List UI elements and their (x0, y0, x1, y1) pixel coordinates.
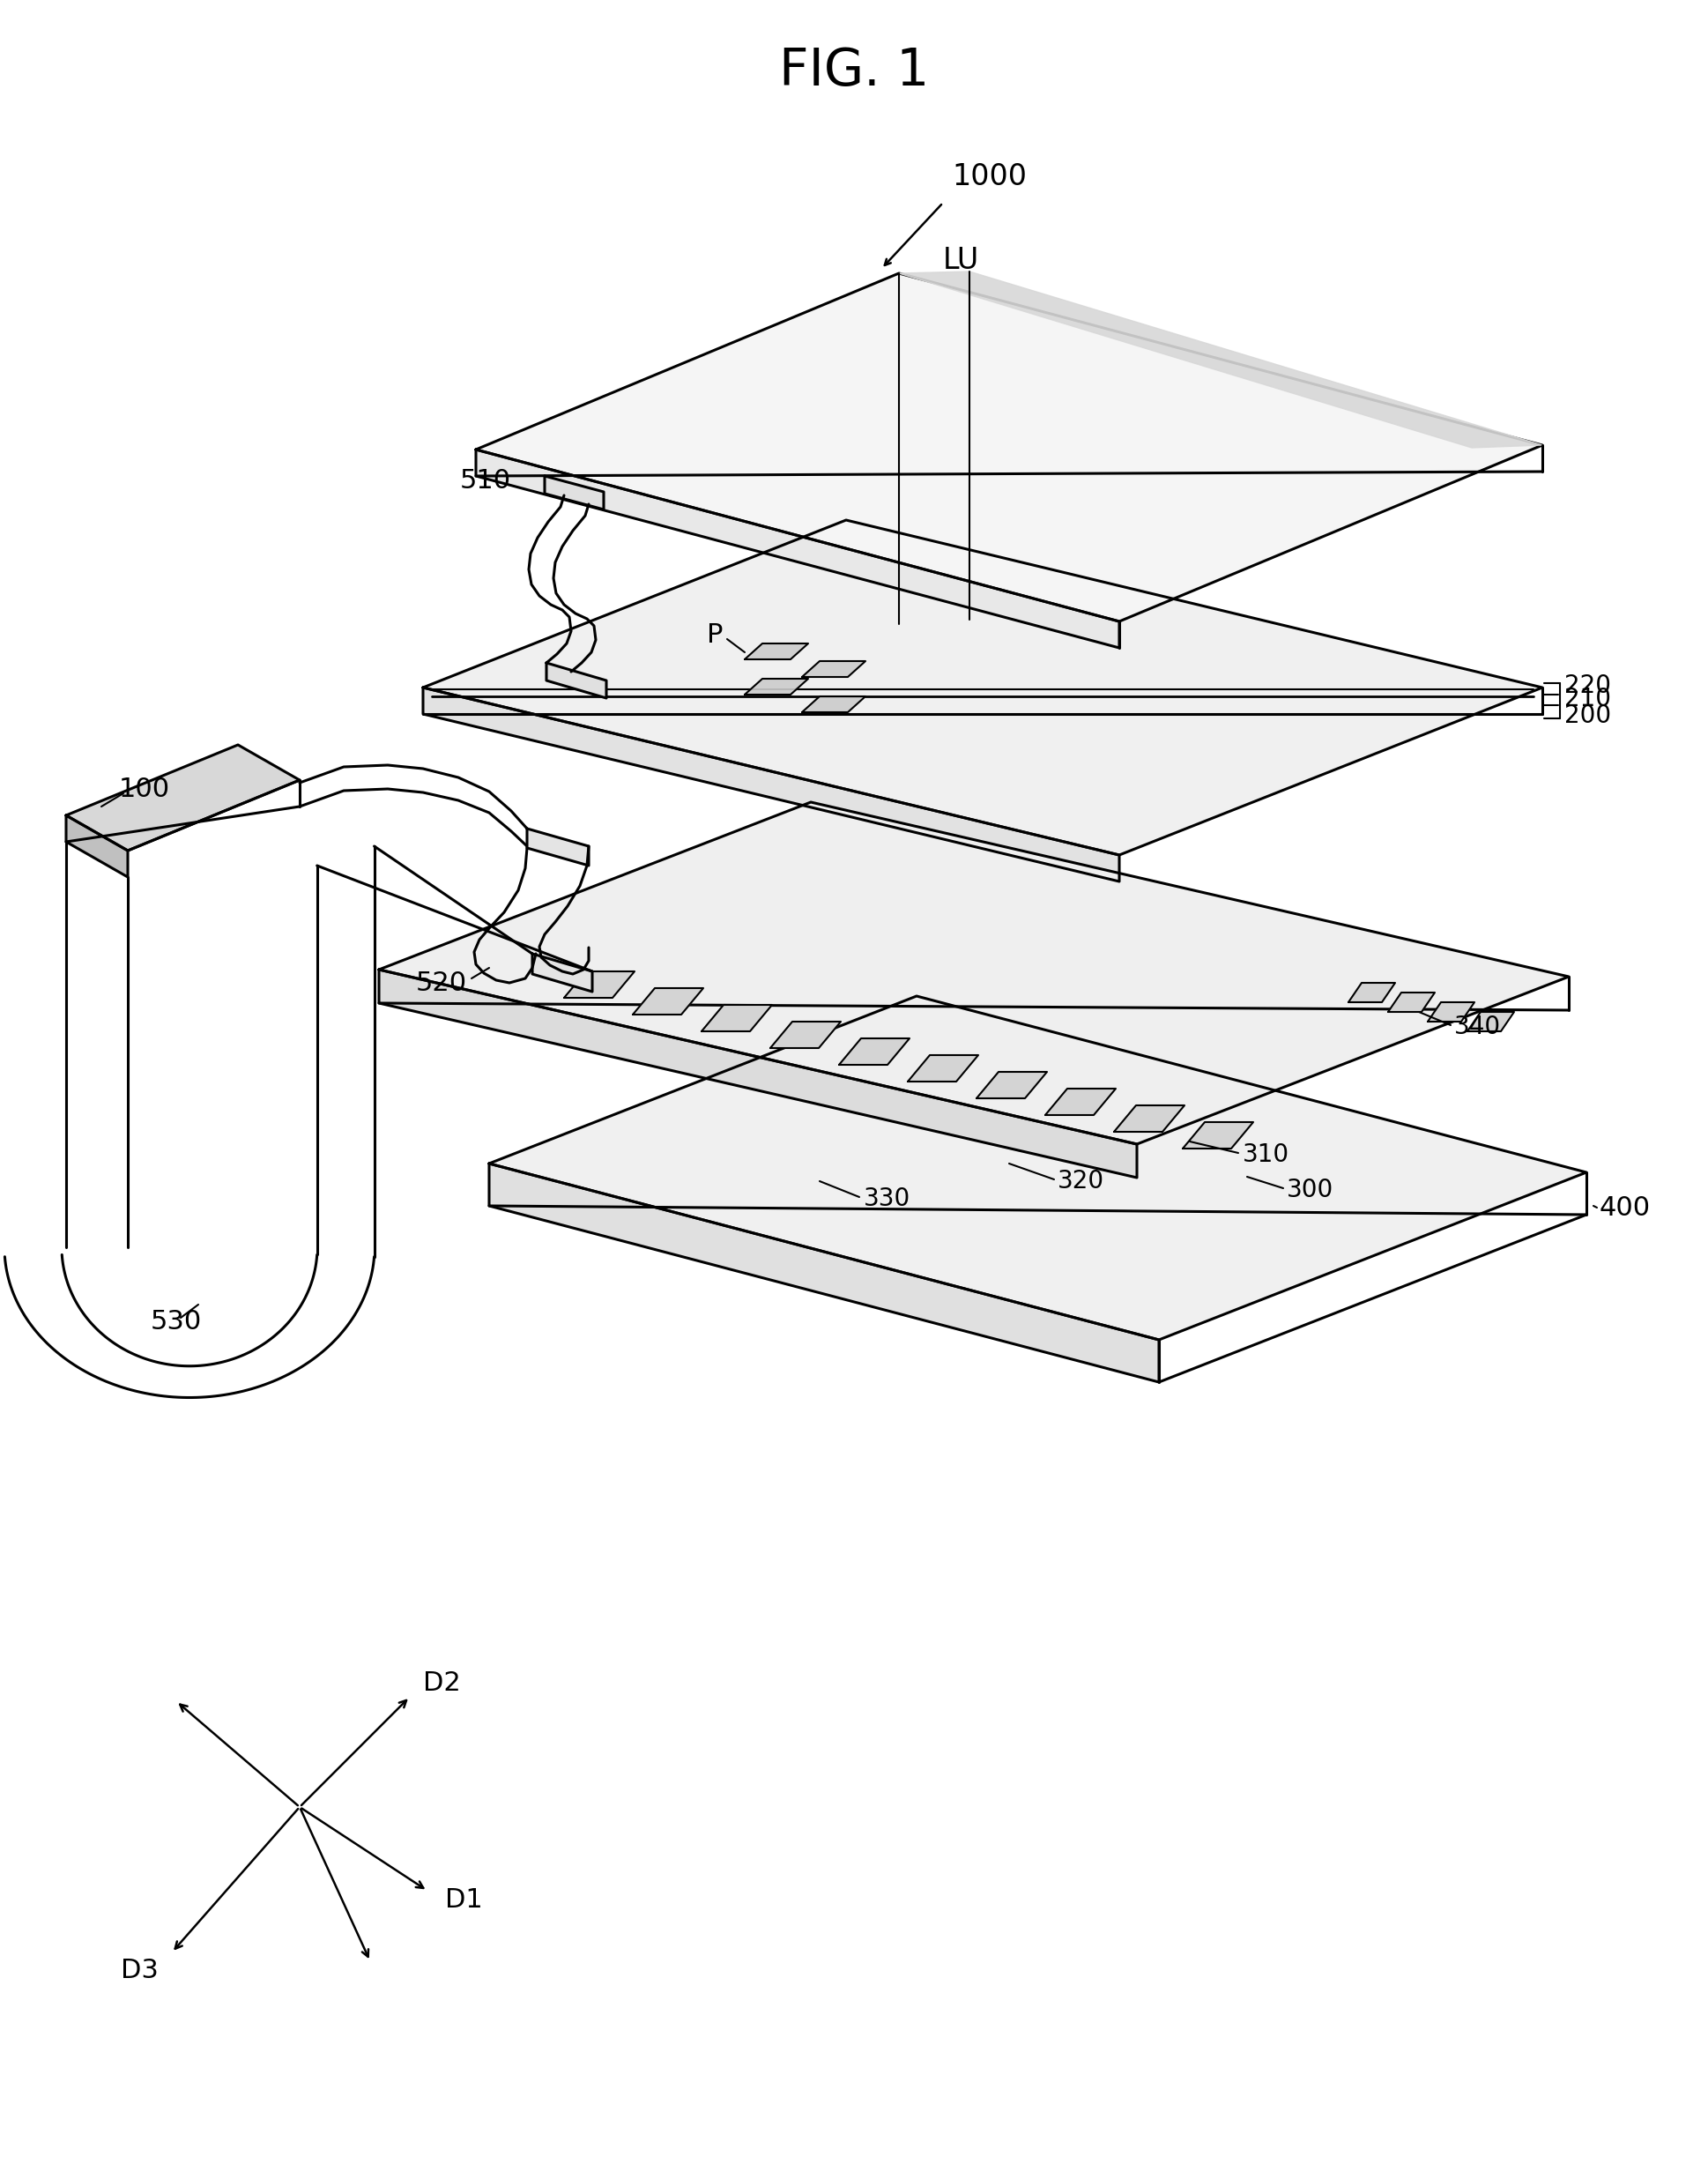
Polygon shape (528, 829, 589, 866)
Polygon shape (67, 816, 128, 876)
Polygon shape (1467, 1013, 1513, 1032)
Polygon shape (632, 989, 704, 1015)
Polygon shape (1114, 1106, 1184, 1132)
Text: 530: 530 (150, 1309, 202, 1335)
Text: D3: D3 (121, 1956, 159, 1982)
Text: P: P (707, 621, 722, 647)
Polygon shape (745, 643, 808, 660)
Text: 340: 340 (1454, 1015, 1501, 1039)
Text: D1: D1 (446, 1887, 483, 1913)
Text: 320: 320 (1057, 1169, 1105, 1195)
Text: 300: 300 (1286, 1177, 1334, 1203)
Polygon shape (907, 1056, 979, 1082)
Polygon shape (488, 995, 1587, 1340)
Polygon shape (770, 1021, 840, 1047)
Text: 1000: 1000 (951, 162, 1027, 190)
Text: 310: 310 (1243, 1143, 1290, 1166)
Polygon shape (839, 1039, 910, 1065)
Polygon shape (977, 1071, 1047, 1099)
Polygon shape (1045, 1088, 1115, 1114)
Text: FIG. 1: FIG. 1 (779, 45, 929, 95)
Polygon shape (1348, 982, 1395, 1002)
Text: LU: LU (943, 245, 979, 275)
Polygon shape (424, 519, 1542, 855)
Polygon shape (545, 476, 603, 509)
Text: 510: 510 (459, 467, 511, 493)
Polygon shape (533, 954, 593, 991)
Text: 330: 330 (864, 1186, 910, 1212)
Text: 100: 100 (120, 777, 171, 801)
Polygon shape (379, 803, 1568, 1145)
Polygon shape (702, 1004, 772, 1032)
Polygon shape (1182, 1123, 1254, 1149)
Text: D2: D2 (424, 1671, 461, 1697)
Text: 200: 200 (1565, 703, 1611, 727)
Polygon shape (547, 662, 606, 699)
Polygon shape (564, 972, 635, 998)
Polygon shape (67, 744, 299, 850)
Polygon shape (477, 273, 1542, 621)
Text: 520: 520 (415, 969, 466, 995)
Polygon shape (477, 450, 1119, 647)
Text: 210: 210 (1565, 686, 1611, 712)
Polygon shape (803, 697, 866, 712)
Polygon shape (1389, 993, 1435, 1013)
Polygon shape (803, 660, 866, 677)
Polygon shape (1428, 1002, 1474, 1021)
Polygon shape (745, 679, 808, 695)
Polygon shape (488, 1164, 1160, 1383)
Text: 220: 220 (1565, 673, 1611, 699)
Polygon shape (898, 270, 1542, 448)
Polygon shape (379, 969, 1138, 1177)
Polygon shape (424, 688, 1119, 881)
Text: 400: 400 (1600, 1195, 1652, 1220)
